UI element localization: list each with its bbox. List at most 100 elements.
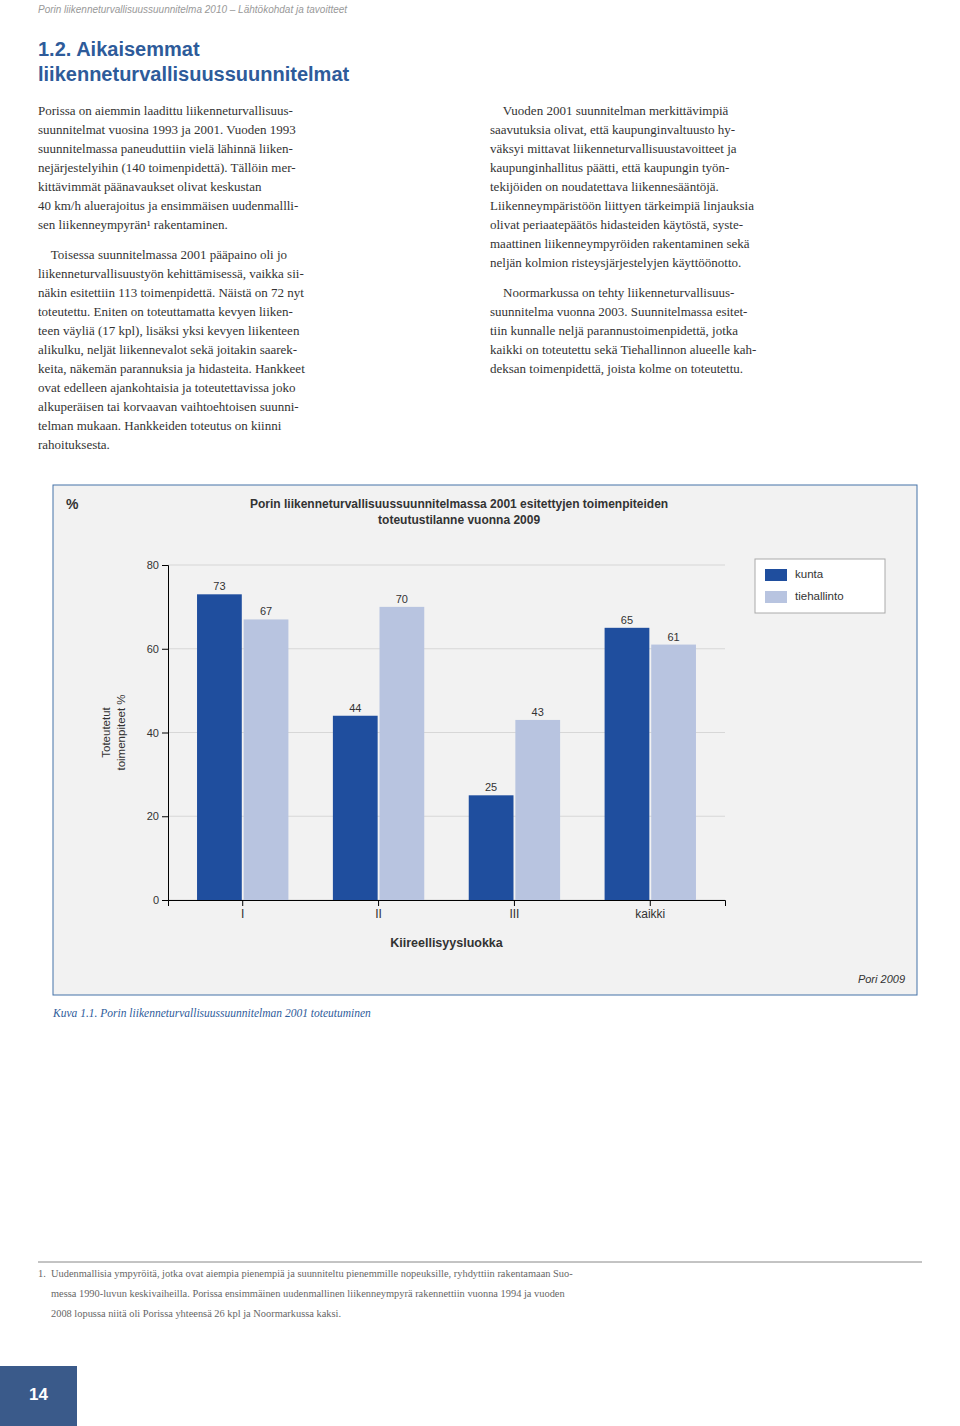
body-text: telman mukaan. Hankkeiden toteutus on ki…	[38, 418, 282, 433]
y-tick: 80	[147, 559, 168, 571]
footnote-rule	[38, 1262, 922, 1263]
bar	[469, 795, 514, 900]
bar	[333, 716, 378, 900]
section-title: liikenneturvallisuussuunnitelmat	[38, 63, 350, 85]
y-axis-line	[162, 566, 169, 901]
y-tick-mark	[162, 816, 168, 817]
bar	[515, 720, 560, 900]
bar	[244, 619, 289, 900]
y-tick-label: 20	[147, 810, 159, 822]
bar	[605, 628, 650, 900]
body-text: suunnitelma vuonna 2003. Suunnitelmassa …	[490, 304, 747, 319]
x-tick: II	[375, 900, 382, 921]
body-text: Vuoden 2001 suunnitelman merkittävimpiä	[490, 103, 729, 118]
body-text: suunnitelmat vuosina 1993 ja 2001. Vuode…	[38, 122, 296, 137]
bar-series	[197, 594, 649, 900]
grid	[168, 565, 725, 900]
body-text: saavutuksia olivat, että kaupunginvaltuu…	[490, 122, 735, 137]
data-label: 73	[213, 580, 225, 592]
data-label: 61	[667, 631, 679, 643]
footnote: 1. Uudenmallisia ympyröitä, jotka ovat a…	[38, 1268, 573, 1279]
legend-frame	[755, 559, 885, 613]
data-label: 25	[485, 781, 497, 793]
y-tick-mark	[162, 565, 168, 566]
section-title: 1.2. Aikaisemmat	[38, 38, 200, 60]
body-text: Toisessa suunnitelmassa 2001 pääpaino ol…	[38, 247, 287, 262]
x-tick-label: II	[375, 907, 382, 921]
body-text: kittävimmät päänavaukset olivat keskusta…	[38, 179, 262, 194]
body-text: tekijöiden on noudatettava liikennesäänt…	[490, 179, 719, 194]
x-tick-label: kaikki	[635, 907, 665, 921]
body-text: deksan toimenpidettä, joista kolme on to…	[490, 361, 743, 376]
body-text: neljän kolmion risteysjärjestelyjen käyt…	[490, 255, 741, 270]
body-text: teen väyliä (17 kpl), lisäksi yksi kevye…	[38, 323, 300, 338]
x-tick-mark	[650, 900, 651, 906]
x-axis: IIIIIIkaikki	[169, 900, 726, 921]
body-text: alkuperäisen tai korvaavan vaihtoehtoise…	[38, 399, 299, 414]
body-text: suunnitelmassa paneuduttiin vielä lähinn…	[38, 141, 293, 156]
bar-series	[244, 607, 696, 900]
body-text: rahoituksesta.	[38, 437, 110, 452]
footnote: 2008 lopussa niitä oli Porissa yhteensä …	[38, 1308, 341, 1319]
y-axis: 0 20 40 60 80	[147, 559, 169, 906]
body-text: nejärjestelyihin (140 toimenpidettä). Tä…	[38, 160, 296, 175]
y-tick-mark	[162, 649, 168, 650]
body-text: ovat edelleen ajankohtaisia ja toteutett…	[38, 380, 295, 395]
bars	[197, 594, 696, 900]
body-text: Porissa on aiemmin laadittu liikenneturv…	[38, 103, 293, 118]
legend: kuntatiehallinto	[755, 559, 885, 613]
data-label: 43	[532, 706, 544, 718]
x-tick-mark	[514, 900, 515, 906]
grid-line	[168, 565, 725, 566]
y-tick: 60	[147, 643, 168, 655]
body-text: liikenneturvallisuustyön kehittämisessä,…	[38, 266, 304, 281]
chart: % Pori 2009 Porin liikenneturvallisuussuun…	[66, 496, 905, 985]
body-text: maattinen liikenneympyröiden rakentamine…	[490, 236, 750, 251]
y-tick-label: 0	[153, 894, 159, 906]
bar	[651, 645, 696, 900]
x-tick: kaikki	[635, 900, 665, 921]
chart-box	[53, 485, 917, 995]
body-text: Noormarkussa on tehty liikenneturvallisu…	[490, 285, 734, 300]
y-axis-title: toimenpiteet %	[115, 694, 127, 770]
chart-title: Porin liikenneturvallisuussuunnitelmassa…	[250, 497, 668, 511]
x-tick-mark	[242, 900, 243, 906]
body-text: väksyi mittavat liikenneturvallisuustavo…	[490, 141, 737, 156]
y-tick: 20	[147, 810, 168, 822]
data-label: 70	[396, 593, 408, 605]
legend-entry: tiehallinto	[795, 590, 844, 602]
chart-title: toteutustilanne vuonna 2009	[378, 513, 540, 527]
body-text: sen liikenneympyrän¹ rakentaminen.	[38, 217, 228, 232]
page-header: Porin liikenneturvallisuussuunnitelma 20…	[38, 4, 348, 15]
y-tick-mark	[162, 900, 168, 901]
x-tick-label: I	[241, 907, 244, 921]
body-text: toteutettu. Eniten on toteuttamatta kevy…	[38, 304, 293, 319]
x-tick: I	[241, 900, 244, 921]
y-tick-label: 40	[147, 727, 159, 739]
caption: Kuva 1.1. Porin liikenneturvallisuussuun…	[52, 1007, 371, 1019]
x-tick: III	[509, 900, 519, 921]
bar	[197, 594, 242, 900]
bar	[380, 607, 425, 900]
body-text: 40 km/h aluerajoitus ja ensimmäisen uude…	[38, 198, 298, 213]
y-tick: 40	[147, 727, 168, 739]
body-text: näkin esitettiin 113 toimenpidettä. Näis…	[38, 285, 304, 300]
body-text: tiin kunnalle neljä parannustoimenpidett…	[490, 323, 738, 338]
x-axis-title: Kiireellisyysluokka	[390, 936, 504, 950]
unit-label: %	[66, 496, 79, 512]
page-number-box	[0, 1366, 77, 1426]
data-labels: 7344256567704361	[213, 580, 679, 793]
data-label: 65	[621, 614, 633, 626]
legend-swatch	[765, 591, 787, 603]
x-tick-label: III	[509, 907, 519, 921]
y-tick-label: 80	[147, 559, 159, 571]
body-text: kaikki on toteutettu sekä Tiehallinnon a…	[490, 342, 756, 357]
x-axis-line	[169, 901, 726, 907]
footer-note: Pori 2009	[858, 973, 905, 985]
body-text: kaupunginhallitus päätti, että kaupungin…	[490, 160, 729, 175]
x-tick-mark	[378, 900, 379, 906]
page-number: 14	[29, 1385, 48, 1404]
footnote: messa 1990-luvun keskivaiheilla. Porissa…	[38, 1288, 565, 1299]
y-tick-label: 60	[147, 643, 159, 655]
legend-swatch	[765, 569, 787, 581]
